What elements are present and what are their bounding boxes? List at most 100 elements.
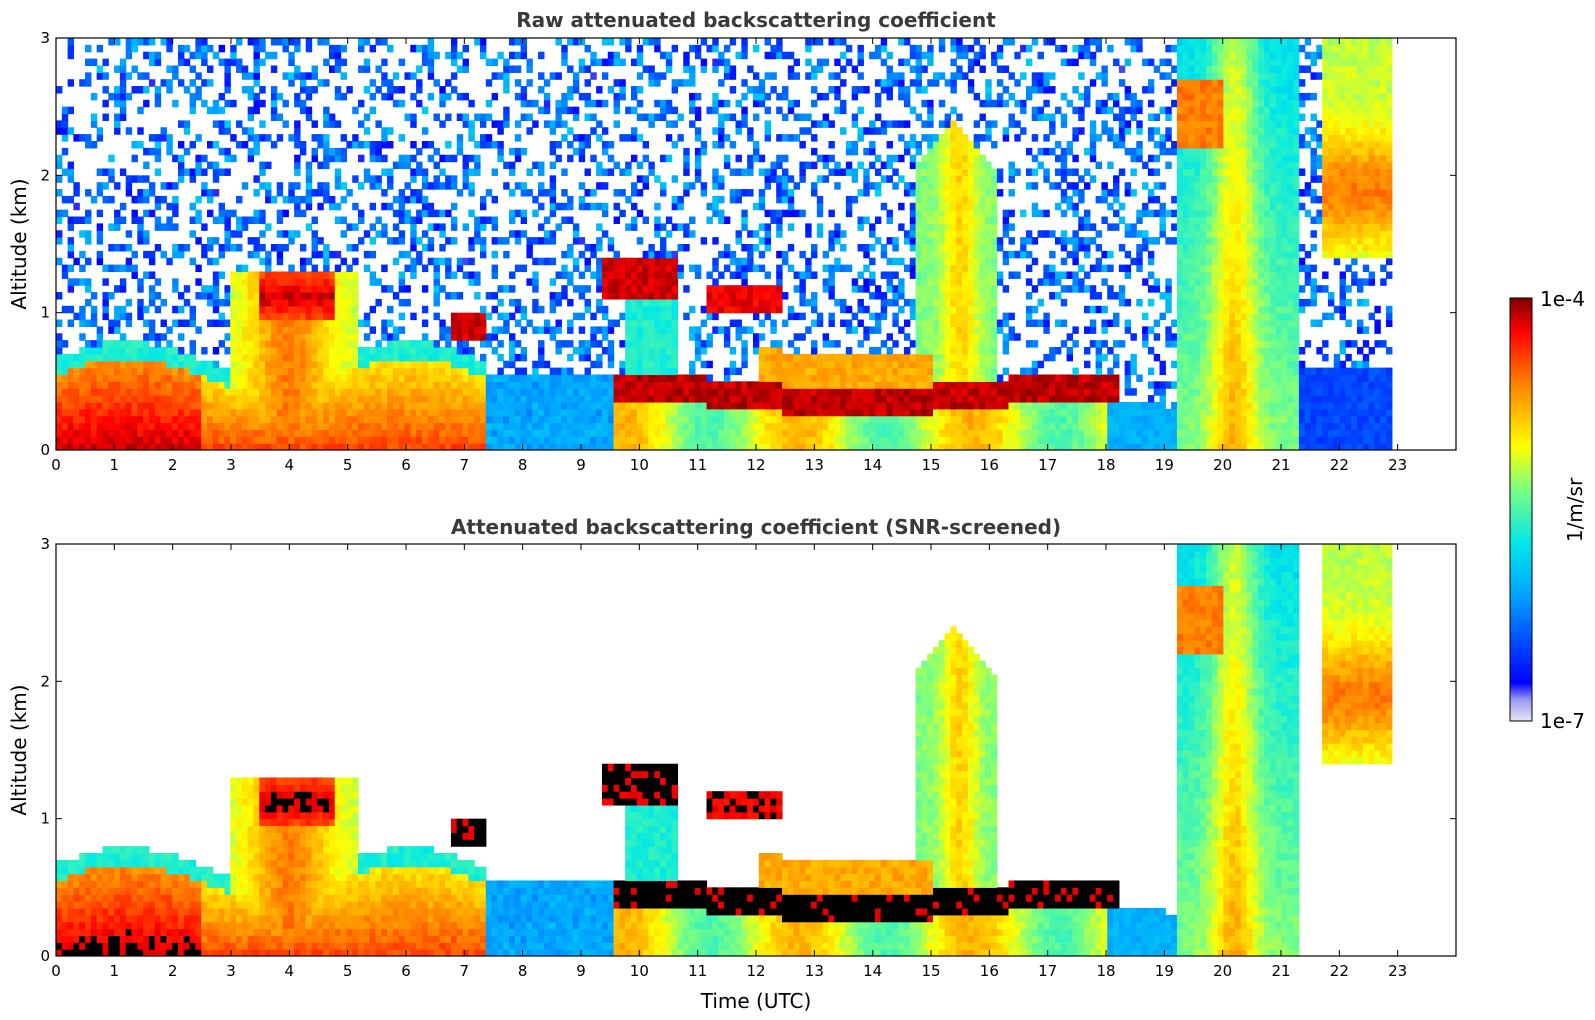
heatmap-cell <box>375 367 382 376</box>
heatmap-cell <box>311 250 318 259</box>
heatmap-cell <box>416 395 423 403</box>
heatmap-cell <box>363 312 371 321</box>
heatmap-cell <box>927 340 934 348</box>
heatmap-cell <box>369 429 377 437</box>
heatmap-cell <box>212 99 220 108</box>
heatmap-cell <box>445 429 452 437</box>
heatmap-cell <box>799 353 806 362</box>
heatmap-cell <box>625 223 632 231</box>
heatmap-cell <box>869 422 876 430</box>
heatmap-cell <box>369 443 377 450</box>
heatmap-cell <box>247 106 255 115</box>
heatmap-cell <box>840 51 847 60</box>
heatmap-cell <box>236 312 243 321</box>
heatmap-cell <box>392 360 400 369</box>
heatmap-cell <box>270 319 278 327</box>
heatmap-cell <box>119 202 127 211</box>
heatmap-cell <box>712 202 719 211</box>
heatmap-cell <box>85 429 92 437</box>
heatmap-cell <box>909 202 917 211</box>
heatmap-cell <box>323 381 330 389</box>
heatmap-cell <box>340 72 347 80</box>
heatmap-cell <box>683 408 690 417</box>
heatmap-cell <box>869 381 876 389</box>
heatmap-cell <box>654 113 661 121</box>
heatmap-cell <box>265 195 272 204</box>
heatmap-cell <box>874 319 882 327</box>
heatmap-cell <box>805 127 812 135</box>
heatmap-cell <box>253 340 260 348</box>
heatmap-cell <box>445 209 452 218</box>
heatmap-cell <box>131 65 138 73</box>
heatmap-cell <box>578 395 586 403</box>
heatmap-cell <box>874 401 882 410</box>
heatmap-cell <box>782 86 789 94</box>
heatmap-cell <box>125 319 133 327</box>
heatmap-cell <box>160 38 167 46</box>
heatmap-cell <box>462 312 469 321</box>
heatmap-cell <box>433 415 440 424</box>
heatmap-cell <box>462 319 469 327</box>
heatmap-cell <box>822 374 830 382</box>
heatmap-cell <box>909 298 917 307</box>
heatmap-cell <box>793 182 801 190</box>
heatmap-cell <box>96 168 104 176</box>
heatmap-cell <box>253 209 260 218</box>
heatmap-cell <box>782 189 789 197</box>
heatmap-cell <box>114 305 121 314</box>
heatmap-cell <box>805 408 812 417</box>
heatmap-cell <box>195 51 202 60</box>
heatmap-cell <box>933 257 940 266</box>
heatmap-cell <box>660 340 667 348</box>
heatmap-cell <box>288 353 295 362</box>
heatmap-cell <box>137 347 144 355</box>
heatmap-cell <box>677 223 684 231</box>
heatmap-cell <box>334 264 342 273</box>
heatmap-cell <box>735 189 742 197</box>
heatmap-cell <box>468 99 475 108</box>
heatmap-cell <box>218 415 226 424</box>
heatmap-cell <box>247 415 255 424</box>
heatmap-cell <box>857 395 864 403</box>
heatmap-cell <box>410 72 417 80</box>
heatmap-cell <box>189 79 196 87</box>
heatmap-cell <box>758 99 766 108</box>
heatmap-cell <box>265 333 272 341</box>
heatmap-cell <box>572 395 580 403</box>
heatmap-cell <box>177 244 185 252</box>
heatmap-cell <box>689 408 696 417</box>
heatmap-cell <box>793 271 801 279</box>
heatmap-cell <box>938 381 946 389</box>
heatmap-cell <box>712 408 719 417</box>
heatmap-cell <box>177 154 185 163</box>
heatmap-cell <box>282 209 289 218</box>
heatmap-cell <box>270 326 278 334</box>
heatmap-cell <box>177 161 185 170</box>
heatmap-cell <box>921 86 928 94</box>
heatmap-cell <box>689 72 696 80</box>
heatmap-cell <box>125 360 133 369</box>
heatmap-cell <box>450 367 458 376</box>
heatmap-cell <box>747 161 754 170</box>
heatmap-cell <box>636 415 644 424</box>
heatmap-cell <box>311 429 318 437</box>
heatmap-cell <box>439 244 446 252</box>
heatmap-cell <box>752 340 760 348</box>
heatmap-cell <box>665 415 673 424</box>
heatmap-cell <box>294 134 301 142</box>
heatmap-cell <box>828 340 835 348</box>
heatmap-cell <box>270 292 278 300</box>
heatmap-cell <box>903 374 911 382</box>
heatmap-cell <box>735 408 742 417</box>
heatmap-cell <box>933 401 940 410</box>
heatmap-cell <box>747 429 754 437</box>
heatmap-cell <box>642 175 650 183</box>
heatmap-cell <box>305 168 313 176</box>
heatmap-cell <box>108 195 115 204</box>
heatmap-cell <box>770 401 777 410</box>
heatmap-cell <box>549 72 557 80</box>
heatmap-cell <box>218 202 226 211</box>
heatmap-cell <box>433 51 440 60</box>
heatmap-cell <box>177 353 185 362</box>
heatmap-cell <box>85 367 92 376</box>
